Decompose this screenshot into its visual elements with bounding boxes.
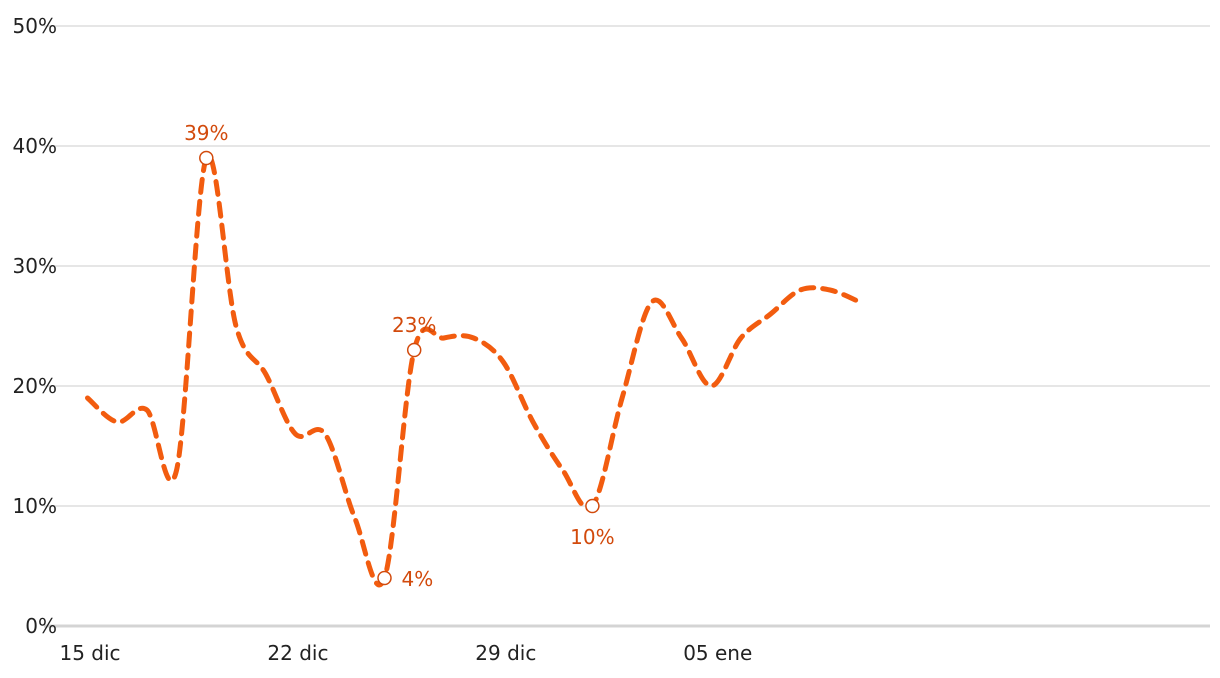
- y-tick-label: 30%: [13, 254, 57, 278]
- data-label: 4%: [402, 567, 434, 591]
- series-line: [85, 153, 863, 588]
- y-tick-label: 20%: [13, 374, 57, 398]
- data-label: 10%: [570, 525, 614, 549]
- x-axis-ticks: 15 dic 22 dic 29 dic 05 ene: [60, 641, 753, 665]
- x-tick-label: 22 dic: [267, 641, 328, 665]
- x-tick-label: 15 dic: [60, 641, 121, 665]
- data-point-marker: [585, 498, 600, 514]
- data-point-marker: [199, 150, 214, 166]
- series-group: [85, 153, 863, 588]
- data-label: 23%: [392, 313, 436, 337]
- data-point-marker: [377, 570, 392, 586]
- annotations-group: 39% 4% 23% 10%: [184, 121, 615, 591]
- y-axis-ticks: 0% 10% 20% 30% 40% 50%: [13, 14, 57, 638]
- y-tick-label: 0%: [25, 614, 57, 638]
- data-point-marker: [406, 342, 422, 358]
- y-tick-label: 10%: [13, 494, 57, 518]
- grid-lines: [44, 25, 1210, 628]
- data-label: 39%: [184, 121, 228, 145]
- x-tick-label: 05 ene: [683, 641, 752, 665]
- y-tick-label: 40%: [13, 134, 57, 158]
- x-tick-label: 29 dic: [475, 641, 536, 665]
- y-tick-label: 50%: [13, 14, 57, 38]
